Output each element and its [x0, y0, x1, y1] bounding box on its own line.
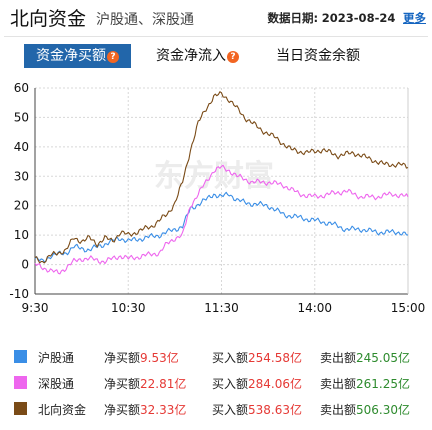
header-divider — [4, 36, 428, 37]
tab-net-buy[interactable]: 资金净买额? — [24, 44, 131, 68]
chart-tick-labels: 60 50 40 30 20 10 0 -109:30 10:30 11:30 14:00 15:00 — [9, 81, 425, 315]
date-info: 数据日期: 2023-08-24 更多 — [268, 10, 426, 26]
legend-buy-label: 买入额 — [212, 351, 249, 365]
legend-net-label: 净买额 — [104, 403, 141, 417]
y-tick-label: 20 — [14, 199, 29, 213]
date-label: 数据日期: — [267, 11, 319, 25]
y-tick-label: -10 — [9, 287, 29, 301]
legend-sell: 卖出额245.05亿 — [320, 349, 410, 366]
series-line-2 — [34, 91, 409, 264]
legend-sell: 卖出额261.25亿 — [320, 375, 410, 392]
legend-sell-label: 卖出额 — [320, 403, 357, 417]
tab-bar: 资金净买额? 资金净流入? 当日资金余额 — [0, 44, 432, 70]
legend-row-sh: 沪股通 净买额9.53亿 买入额254.58亿 卖出额245.05亿 — [0, 344, 432, 370]
x-tick-label: 15:00 — [391, 301, 426, 315]
legend-sell: 卖出额506.30亿 — [320, 401, 410, 418]
legend-name: 沪股通 — [38, 351, 75, 365]
legend-buy: 买入额254.58亿 — [212, 349, 302, 366]
legend-sell-value: 506.30亿 — [356, 403, 411, 417]
y-tick-label: 50 — [14, 110, 29, 124]
legend-net-value: 22.81亿 — [140, 377, 187, 391]
legend-buy-value: 538.63亿 — [248, 403, 303, 417]
legend-sell-label: 卖出额 — [320, 377, 357, 391]
header: 北向资金 沪股通、深股通 数据日期: 2023-08-24 更多 — [0, 0, 432, 36]
legend-buy-value: 254.58亿 — [248, 351, 303, 365]
y-tick-label: 30 — [14, 169, 29, 183]
legend-sell-value: 245.05亿 — [356, 351, 411, 365]
chart-axes — [34, 88, 409, 295]
legend-name: 北向资金 — [38, 403, 87, 417]
tab-daily-balance-label: 当日资金余额 — [276, 48, 360, 64]
y-tick-label: 40 — [14, 140, 29, 154]
x-tick-label: 14:00 — [297, 301, 332, 315]
help-icon[interactable]: ? — [227, 51, 239, 63]
line-chart: 东方财富 60 50 40 30 20 10 0 -109:30 10:30 11:30 14:00… — [9, 81, 425, 315]
tab-net-buy-label: 资金净买额 — [36, 48, 106, 64]
page-title: 北向资金 — [10, 8, 87, 30]
legend-swatch-north — [14, 402, 27, 415]
chart-series — [34, 91, 409, 275]
watermark: 东方财富 — [154, 159, 274, 194]
x-tick-label: 10:30 — [111, 301, 146, 315]
legend-net-value: 32.33亿 — [140, 403, 187, 417]
help-icon[interactable]: ? — [107, 51, 119, 63]
legend-net-label: 净买额 — [104, 377, 141, 391]
legend-buy: 买入额538.63亿 — [212, 401, 302, 418]
legend-swatch-sz — [14, 376, 27, 389]
legend-name: 深股通 — [38, 377, 75, 391]
legend-net-value: 9.53亿 — [140, 351, 179, 365]
legend-buy-label: 买入额 — [212, 403, 249, 417]
series-line-1 — [34, 164, 409, 275]
legend-buy-label: 买入额 — [212, 377, 249, 391]
legend-net: 净买额9.53亿 — [104, 349, 179, 366]
x-tick-label: 11:30 — [204, 301, 239, 315]
legend-net: 净买额22.81亿 — [104, 375, 186, 392]
legend-net-label: 净买额 — [104, 351, 141, 365]
legend-buy-value: 284.06亿 — [248, 377, 303, 391]
tab-net-inflow-label: 资金净流入 — [156, 48, 226, 64]
more-link[interactable]: 更多 — [403, 11, 426, 25]
legend-sell-label: 卖出额 — [320, 351, 357, 365]
legend-row-sz: 深股通 净买额22.81亿 买入额284.06亿 卖出额261.25亿 — [0, 370, 432, 396]
legend-net: 净买额32.33亿 — [104, 401, 186, 418]
y-tick-label: 60 — [14, 81, 29, 95]
page-subtitle: 沪股通、深股通 — [96, 12, 194, 28]
y-tick-label: 0 — [21, 258, 29, 272]
legend-sell-value: 261.25亿 — [356, 377, 411, 391]
legend-buy: 买入额284.06亿 — [212, 375, 302, 392]
x-tick-label: 9:30 — [22, 301, 49, 315]
date-value: 2023-08-24 — [321, 11, 396, 25]
series-line-0 — [34, 191, 409, 263]
y-tick-label: 10 — [14, 228, 29, 242]
tab-net-inflow[interactable]: 资金净流入? — [156, 44, 239, 68]
legend-swatch-sh — [14, 350, 27, 363]
legend-row-north: 北向资金 净买额32.33亿 买入额538.63亿 卖出额506.30亿 — [0, 396, 432, 422]
tab-daily-balance[interactable]: 当日资金余额 — [276, 44, 360, 68]
